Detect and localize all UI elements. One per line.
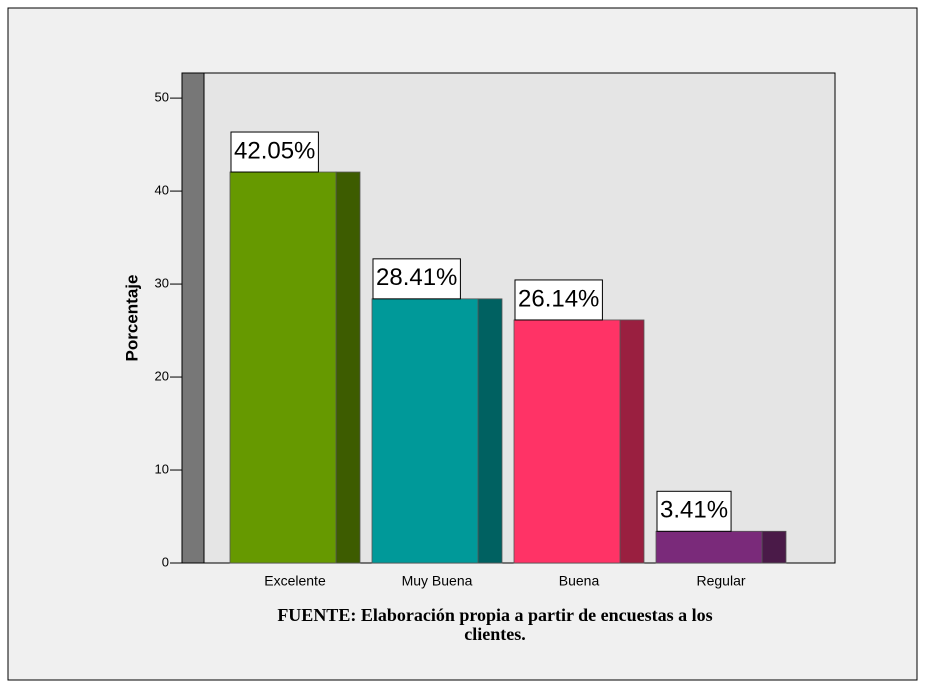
left-wall [181, 72, 205, 564]
bar-side [761, 530, 787, 564]
y-tick-label: 20 [155, 368, 169, 383]
x-tick-label: Regular [696, 573, 745, 589]
y-tick-label: 40 [155, 183, 169, 198]
value-label-box [656, 490, 732, 532]
value-label: 26.14% [518, 285, 599, 312]
x-tick-label: Buena [559, 573, 600, 589]
bar [229, 171, 337, 564]
y-tick-label: 30 [155, 276, 169, 291]
y-tick-label: 50 [155, 90, 169, 105]
bar-side [477, 298, 503, 564]
bar [513, 319, 621, 564]
value-label-box [230, 131, 319, 173]
source-note: clientes. [464, 624, 525, 644]
x-tick-label: Excelente [264, 573, 326, 589]
bar-side [335, 171, 361, 564]
bar [371, 298, 479, 564]
y-axis-label: Porcentaje [122, 275, 141, 362]
y-tick-label: 0 [162, 554, 169, 569]
y-tick-label: 10 [155, 461, 169, 476]
bar [655, 530, 763, 564]
source-note: FUENTE: Elaboración propia a partir de e… [277, 605, 712, 625]
value-label-box [514, 279, 603, 321]
bar-side [619, 319, 645, 564]
x-tick-label: Muy Buena [402, 573, 473, 589]
value-label: 28.41% [376, 264, 457, 291]
value-label: 3.41% [660, 497, 728, 524]
value-label: 42.05% [234, 137, 315, 164]
value-label-box [372, 258, 461, 300]
